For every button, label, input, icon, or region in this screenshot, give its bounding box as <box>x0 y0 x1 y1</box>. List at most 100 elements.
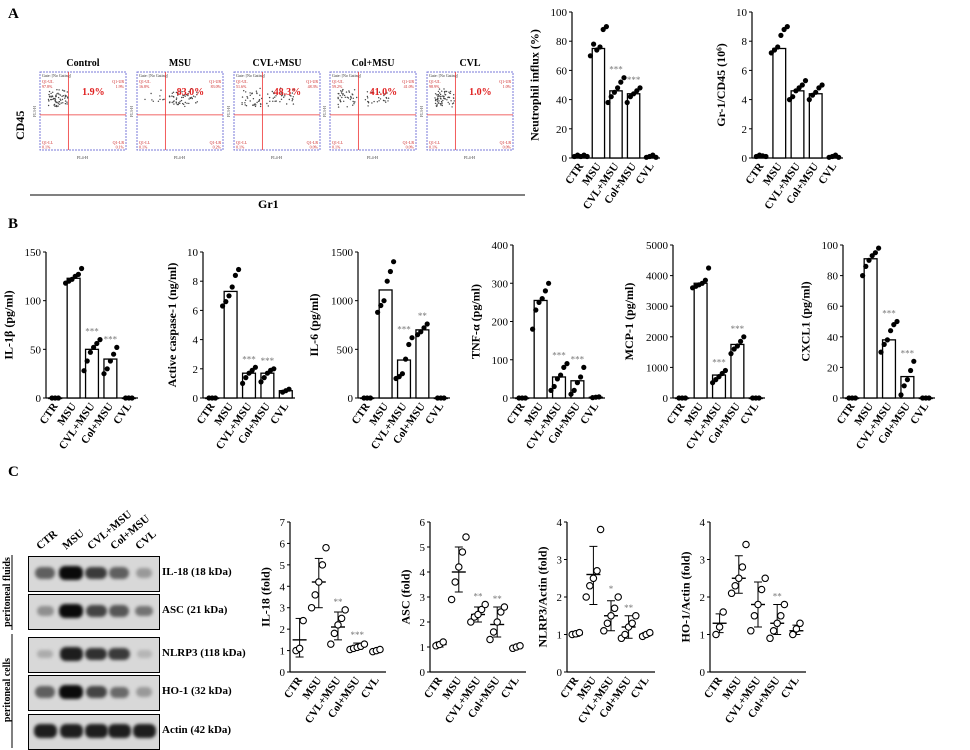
data-point <box>727 589 736 598</box>
flow-plot-frame <box>39 71 127 151</box>
flow-event-dot <box>352 100 354 103</box>
y-tick-label: 100 <box>492 355 509 367</box>
flow-ur-label: Q1-UR <box>402 79 414 84</box>
flow-plot-frame <box>136 71 224 151</box>
flow-event-dot <box>279 87 282 89</box>
flow-event-dot <box>177 94 179 96</box>
flow-event-dot <box>245 105 248 107</box>
flow-event-dot <box>353 101 355 103</box>
y-tick-label: 6 <box>280 538 286 550</box>
y-axis-label: IL-6 (pg/ml) <box>307 293 321 356</box>
data-point <box>403 356 409 362</box>
data-point <box>926 395 932 401</box>
flow-ul-label: Q1-UL <box>429 79 441 84</box>
flow-event-dot <box>453 94 455 96</box>
flow-event-dot <box>438 95 440 97</box>
data-point <box>610 604 619 613</box>
flow-event-dot <box>160 89 162 91</box>
data-point <box>769 627 778 635</box>
data-point <box>766 634 774 643</box>
blot-band <box>85 566 107 580</box>
flow-gate-text: Gate: [No Gating] <box>139 73 169 78</box>
blot-band-label: HO-1 (32 kDa) <box>162 685 232 697</box>
y-tick-label: 4 <box>742 95 748 107</box>
flow-event-dot <box>351 93 353 95</box>
flow-event-dot <box>366 91 369 93</box>
flow-event-dot <box>60 102 62 104</box>
y-tick-label: 0 <box>700 667 706 679</box>
significance-mark: *** <box>242 354 256 364</box>
bar <box>591 47 606 159</box>
bar <box>790 90 805 159</box>
flow-event-dot <box>443 98 446 100</box>
flow-event-dot <box>434 97 436 99</box>
blot-band <box>136 649 152 659</box>
blot-strip <box>28 556 160 592</box>
data-point <box>399 371 405 377</box>
flow-x-channel: FL4-H <box>271 155 282 160</box>
flow-event-dot <box>384 100 386 102</box>
flow-plot-3: Col+MSU Gate: [No Gating] FL4-H FL3-H Q1-UL5… <box>322 58 417 160</box>
data-point <box>603 619 612 628</box>
flow-event-dot <box>341 92 343 95</box>
data-point <box>360 640 369 648</box>
data-point <box>307 603 316 612</box>
data-point <box>710 380 716 386</box>
flow-event-dot <box>337 97 339 100</box>
data-point <box>589 574 598 583</box>
flow-plot-frame <box>233 71 321 151</box>
flow-event-dot <box>356 96 358 99</box>
flow-event-dot <box>191 97 193 100</box>
bar <box>693 282 708 399</box>
flow-event-dot <box>337 103 339 106</box>
data-point <box>778 32 784 39</box>
flow-event-dot <box>172 91 175 94</box>
data-point <box>578 374 584 380</box>
data-point <box>884 337 891 343</box>
data-point <box>497 608 505 616</box>
y-tick-label: 1 <box>280 646 286 658</box>
blot-band <box>132 724 156 738</box>
significance-mark: ** <box>493 594 503 604</box>
bar <box>223 290 238 399</box>
data-point <box>653 154 659 160</box>
flow-event-dot <box>353 103 355 105</box>
data-point <box>384 278 390 284</box>
bar <box>103 358 118 399</box>
blot-band <box>109 567 129 579</box>
flow-event-dot <box>371 91 373 94</box>
data-point <box>315 578 323 586</box>
flow-event-dot <box>440 100 443 103</box>
flow-event-dot <box>274 100 276 103</box>
flow-event-dot <box>64 100 67 102</box>
flow-event-dot <box>57 92 59 95</box>
flow-event-dot <box>66 103 68 105</box>
flow-event-dot <box>447 96 449 99</box>
data-point <box>789 630 797 639</box>
data-point <box>462 533 470 541</box>
data-point <box>81 368 87 374</box>
flow-event-dot <box>436 103 438 105</box>
x-tick-label: CVL <box>423 401 446 427</box>
data-point <box>477 605 486 614</box>
flow-event-dot <box>291 98 294 100</box>
data-point <box>558 372 564 378</box>
flow-event-dot <box>437 102 439 104</box>
y-tick-label: 4000 <box>646 271 669 283</box>
blot-band <box>84 724 108 738</box>
data-point <box>777 612 785 620</box>
flow-plot-0: Control Gate: [No Gating] FL4-H FL3-H Q1-UL9… <box>32 58 127 160</box>
blot-band-label: IL-18 (18 kDa) <box>162 566 232 578</box>
data-point <box>311 591 319 599</box>
flow-event-dot <box>342 94 344 96</box>
flow-plot-2: CVL+MSU Gate: [No Gating] FL4-H FL3-H Q1-UL5… <box>226 58 321 160</box>
data-point <box>87 349 93 355</box>
flow-event-dot <box>171 101 173 104</box>
flow-event-dot <box>436 94 438 96</box>
data-point <box>330 629 339 638</box>
flow-event-dot <box>249 92 251 94</box>
blot-band <box>35 686 55 698</box>
x-tick-label: CVL <box>268 401 291 427</box>
